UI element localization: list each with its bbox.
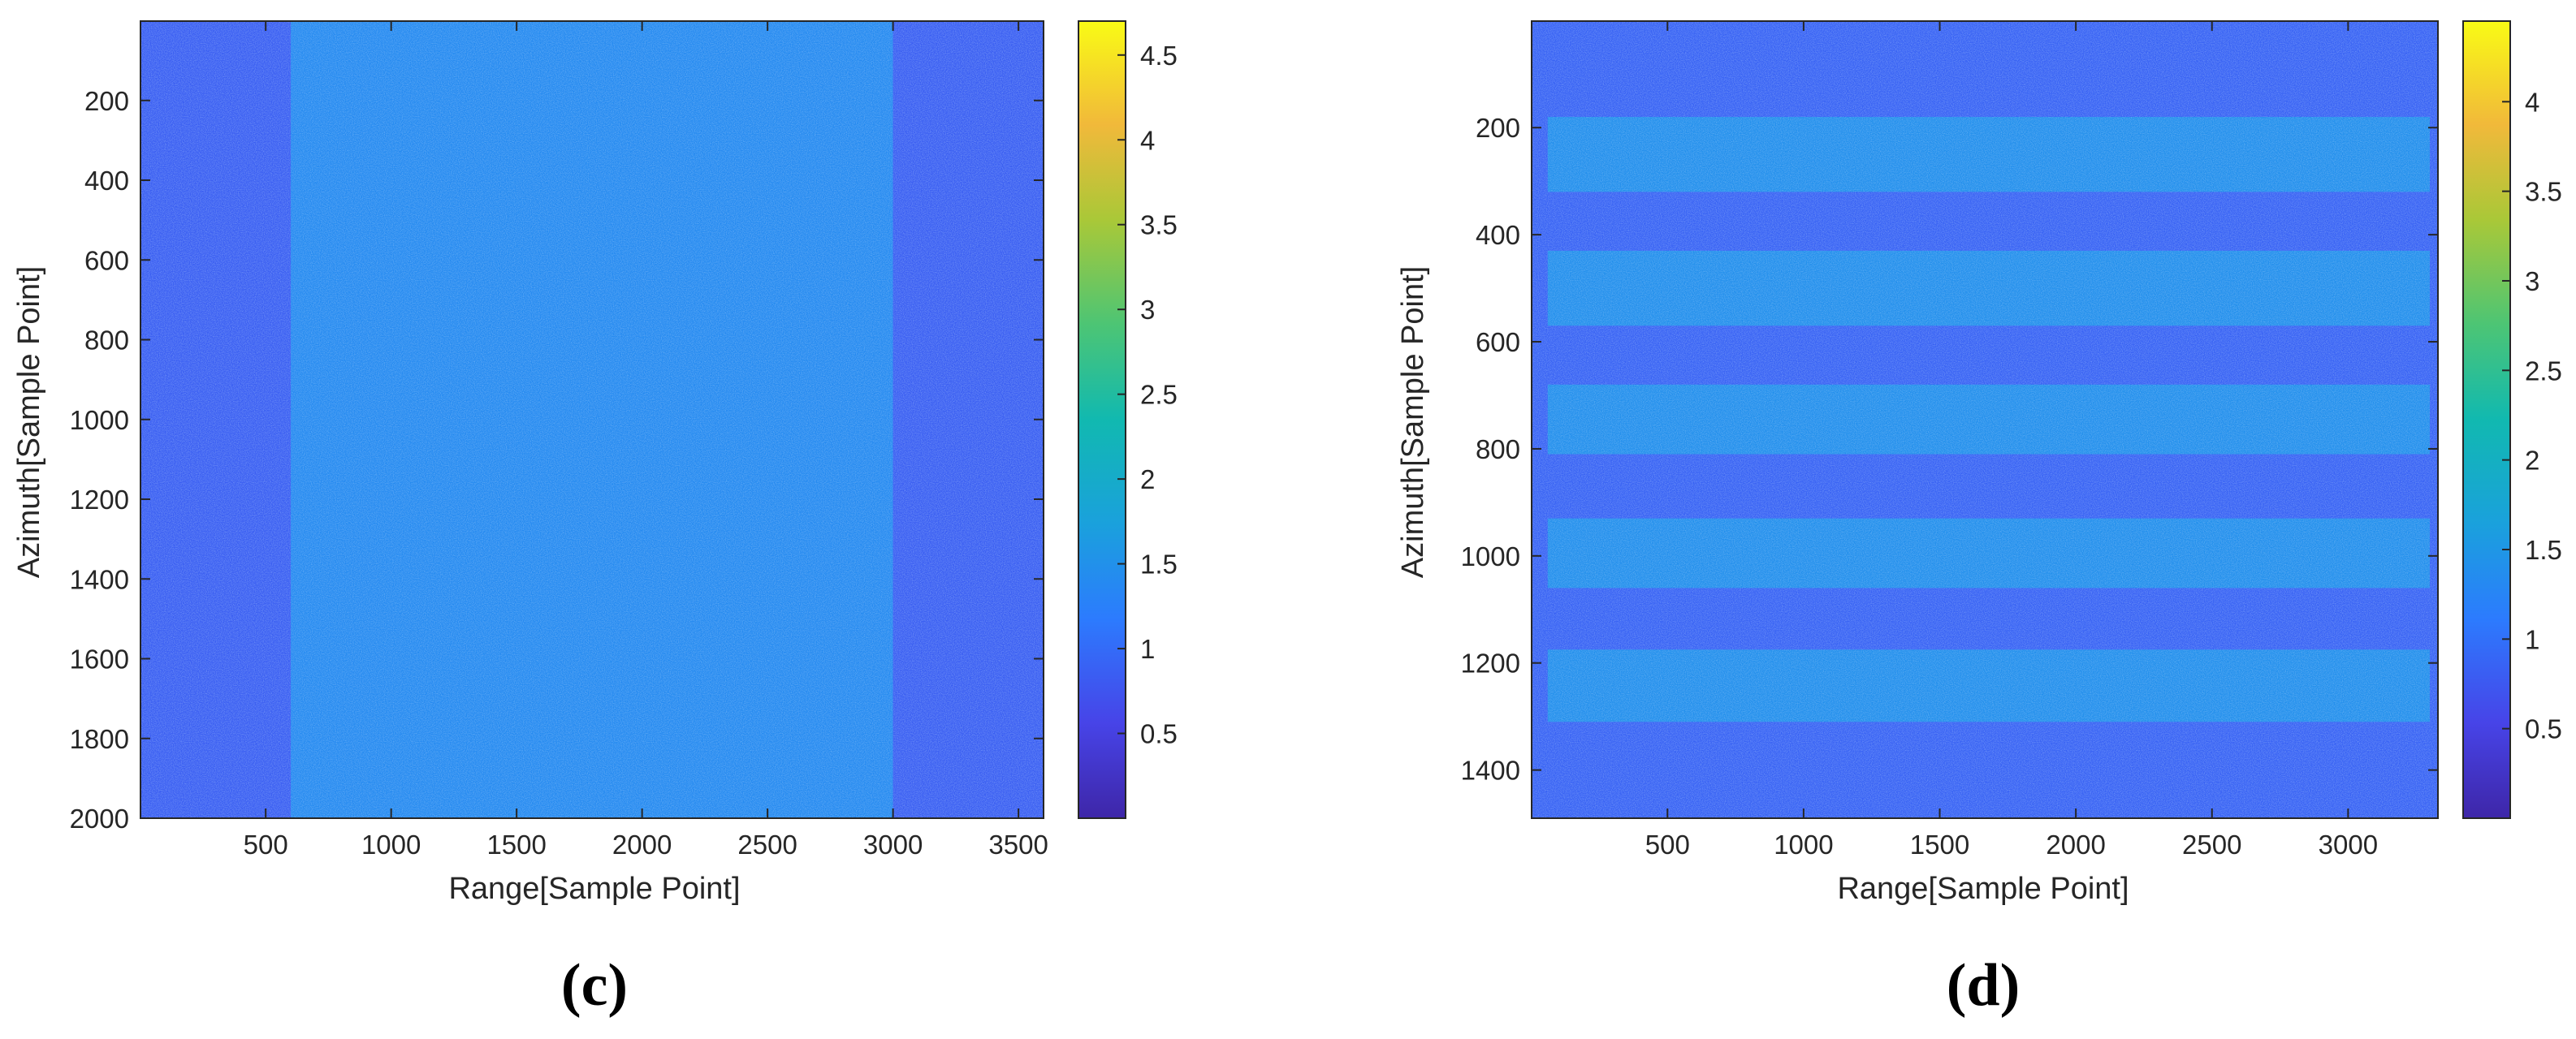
y-tick-label-c-2000: 2000 (70, 804, 129, 834)
y-tick-label-d-1000: 1000 (1461, 541, 1520, 571)
colorbar-gradient-d (2462, 20, 2511, 819)
y-tick-label-d-200: 200 (1476, 113, 1520, 143)
axes-frame-d (1531, 20, 2439, 819)
colorbar-tick-label-d-3: 3 (2525, 266, 2539, 296)
colorbar-tick-label-d-1.5: 1.5 (2525, 535, 2562, 565)
y-tick-label-c-1400: 1400 (70, 564, 129, 594)
colorbar-tick-label-c-0.5: 0.5 (1140, 719, 1178, 749)
heatmap-d (1532, 21, 2438, 818)
y-tick-label-d-1200: 1200 (1461, 649, 1520, 679)
colorbar-tick-label-c-3.5: 3.5 (1140, 210, 1178, 240)
colorbar-tick-label-c-1.5: 1.5 (1140, 550, 1178, 580)
panel-label-d: (d) (1947, 952, 2020, 1019)
x-tick-label-c-2500: 2500 (737, 830, 797, 860)
panel-c: 500 1000 1500 2000 2500 3000 3500 200 400 600 800 1… (12, 20, 1178, 1019)
heatmap-speckle-c (140, 21, 1044, 818)
x-tick-label-c-2000: 2000 (612, 830, 672, 860)
y-tick-label-c-1000: 1000 (70, 405, 129, 435)
colorbar-tick-label-c-4: 4 (1140, 125, 1155, 155)
colorbar-tick-label-d-1: 1 (2525, 624, 2539, 654)
x-tick-label-d-1500: 1500 (1910, 830, 1969, 860)
x-tick-label-d-3000: 3000 (2319, 830, 2378, 860)
x-tick-label-d-500: 500 (1645, 830, 1690, 860)
x-tick-label-c-3500: 3500 (988, 830, 1048, 860)
x-tick-label-c-1000: 1000 (361, 830, 421, 860)
panel-d: 500 1000 1500 2000 2500 3000 200 400 600 800 1000 1… (1396, 20, 2562, 1019)
y-tick-label-d-600: 600 (1476, 327, 1520, 357)
y-tick-label-d-1400: 1400 (1461, 756, 1520, 786)
colorbar-tick-label-c-3: 3 (1140, 295, 1155, 325)
x-axis-label-c: Range[Sample Point] (448, 872, 740, 906)
axes-d: 500 1000 1500 2000 2500 3000 200 400 600 800 1000 1… (1461, 20, 2439, 860)
y-tick-label-c-1600: 1600 (70, 645, 129, 675)
y-tick-label-c-1800: 1800 (70, 724, 129, 754)
y-tick-label-c-400: 400 (84, 166, 129, 196)
colorbar-tick-label-d-2: 2 (2525, 446, 2539, 476)
colorbar-c: 0.5 1 1.5 2 2.5 3 3.5 4 4.5 (1078, 20, 1178, 819)
colorbar-tick-label-c-4.5: 4.5 (1140, 41, 1178, 71)
y-axis-label-c: Azimuth[Sample Point] (12, 266, 46, 578)
x-tick-label-d-2500: 2500 (2182, 830, 2241, 860)
x-axis-label-d: Range[Sample Point] (1837, 872, 2129, 906)
y-tick-label-d-800: 800 (1476, 434, 1520, 464)
y-tick-label-c-600: 600 (84, 245, 129, 275)
heatmap-c (140, 21, 1044, 818)
colorbar-tick-label-d-0.5: 0.5 (2525, 714, 2562, 744)
y-tick-label-d-400: 400 (1476, 220, 1520, 250)
colorbar-tick-label-c-2.5: 2.5 (1140, 380, 1178, 410)
x-tick-label-d-2000: 2000 (2046, 830, 2105, 860)
colorbar-tick-label-c-1: 1 (1140, 634, 1155, 664)
colorbar-gradient-c (1078, 20, 1126, 819)
heatmap-speckle-d (1532, 21, 2438, 818)
colorbar-tick-label-d-4: 4 (2525, 87, 2539, 117)
colorbar-tick-label-d-2.5: 2.5 (2525, 356, 2562, 386)
y-tick-label-c-200: 200 (84, 86, 129, 116)
x-tick-label-d-1000: 1000 (1774, 830, 1833, 860)
y-tick-label-c-800: 800 (84, 325, 129, 356)
x-tick-label-c-3000: 3000 (863, 830, 923, 860)
colorbar-d: 0.5 1 1.5 2 2.5 3 3.5 4 (2462, 20, 2562, 819)
axes-c: 500 1000 1500 2000 2500 3000 3500 200 400 600 800 1… (70, 20, 1048, 860)
x-tick-label-c-1500: 1500 (486, 830, 546, 860)
panel-label-c: (c) (561, 952, 628, 1019)
colorbar-tick-label-c-2: 2 (1140, 464, 1155, 494)
y-axis-label-d: Azimuth[Sample Point] (1396, 266, 1430, 578)
colorbar-tick-label-d-3.5: 3.5 (2525, 177, 2562, 207)
y-tick-label-c-1200: 1200 (70, 485, 129, 515)
x-tick-label-c-500: 500 (244, 830, 288, 860)
